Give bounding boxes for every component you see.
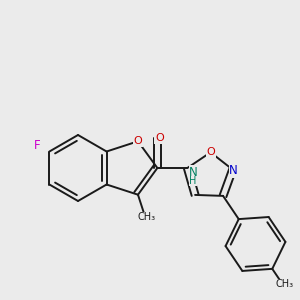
Text: CH₃: CH₃ [138, 212, 156, 222]
Text: CH₃: CH₃ [275, 279, 294, 289]
Text: N: N [229, 164, 238, 177]
Text: H: H [189, 176, 197, 186]
Text: F: F [34, 139, 40, 152]
Text: O: O [206, 147, 215, 157]
Text: N: N [189, 166, 198, 178]
Text: O: O [155, 133, 164, 143]
Text: O: O [134, 136, 142, 146]
